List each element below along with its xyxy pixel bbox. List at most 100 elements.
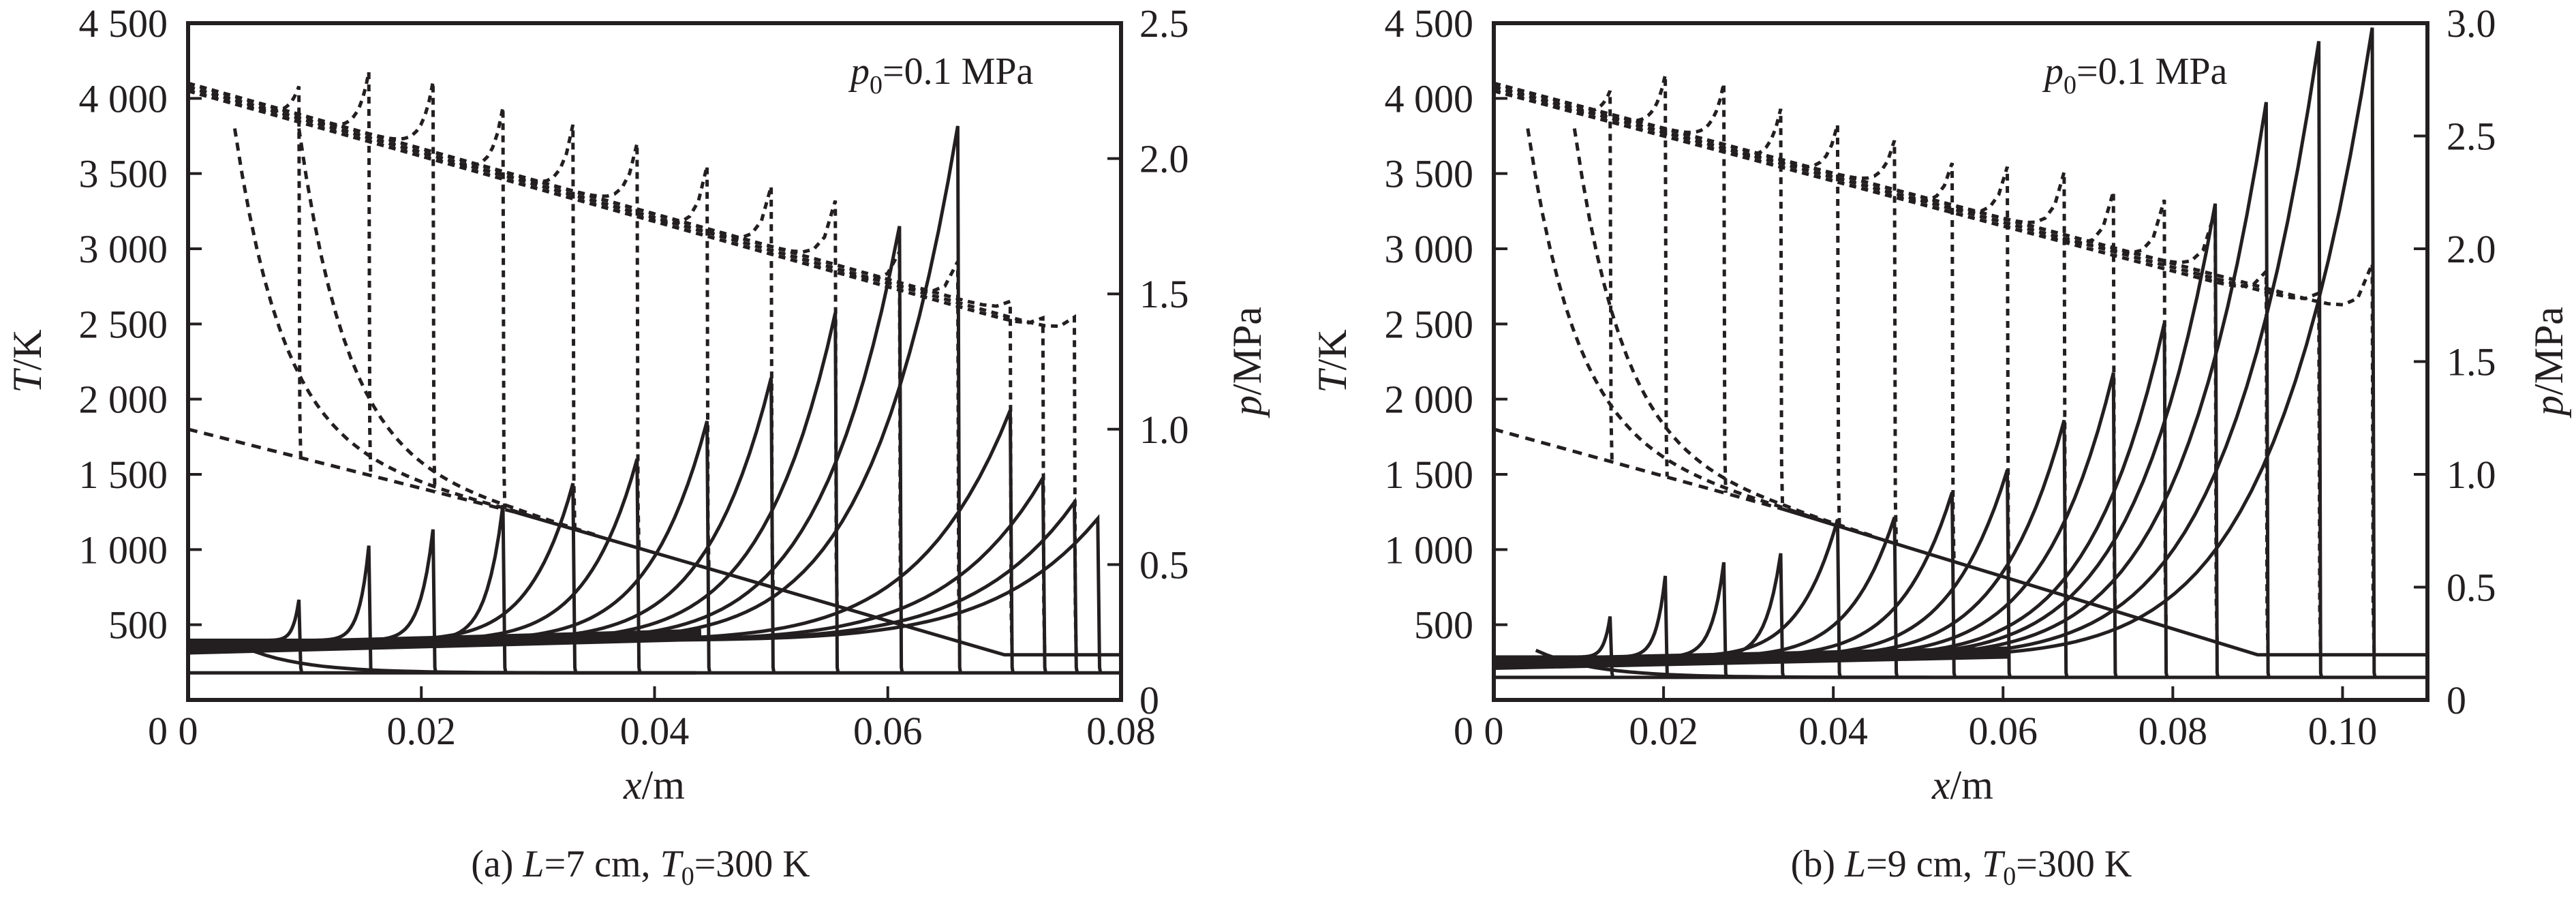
x-tick-label: 0.06: [1969, 709, 2038, 753]
y-right-tick-label: 0.5: [2447, 566, 2496, 610]
pressure-profile-line: [188, 312, 840, 673]
temperature-profile-line: [187, 81, 1014, 655]
y-left-tick-label: 1 000: [79, 528, 168, 572]
caption-L-symbol: L: [522, 843, 544, 885]
y-left-tick-label: 0: [148, 709, 168, 753]
y-axis-label-left-a: T/K: [5, 329, 50, 393]
x-tick-label: 0.10: [2308, 709, 2378, 753]
initial-temperature-dashed: [187, 427, 515, 514]
y-axis-label-right-a: p/MPa: [1225, 307, 1270, 418]
temperature-profile-line: [1493, 89, 1785, 509]
panel-b: 0 0.02 0.04 0.06 0.08 0.10 0 500 1 000 1 500 2 000…: [1310, 1, 2571, 891]
plot-frame-a: [186, 21, 1123, 702]
y-left-tick-label: 500: [108, 603, 168, 647]
initial-temperature-dashed: [1493, 427, 1783, 511]
x-label-unit: /m: [1950, 763, 1993, 808]
annotation-text: =0.1 MPa: [2076, 50, 2228, 93]
y-left-tick-label: 1 500: [79, 453, 168, 497]
y-right-label-symbol: p: [2526, 395, 2571, 418]
pressure-band: [187, 628, 702, 655]
annotation-text: =0.1 MPa: [883, 50, 1034, 93]
y-left-tick-label: 3 000: [79, 227, 168, 271]
y-right-tick-label: 1.5: [2447, 340, 2496, 384]
x-label-symbol: x: [1931, 763, 1950, 808]
y-left-tick-label: 2 500: [79, 302, 168, 346]
annotation-a: p0=0.1 MPa: [848, 50, 1034, 100]
x-tick-label: 0.04: [1798, 709, 1868, 753]
y-left-tick-label: 3 500: [1385, 152, 1474, 196]
x-tick-label: 0.08: [2138, 709, 2208, 753]
temperature-profile-line: [1493, 89, 2270, 655]
y-right-label-symbol: p: [1225, 395, 1270, 418]
plot-frame-b: [1492, 21, 2429, 702]
y-left-tick-label: 4 000: [1385, 76, 1474, 121]
caption-T-subscript: 0: [681, 862, 694, 891]
y-left-tick-label: 4 500: [1385, 1, 1474, 46]
x-tick-label: 0.04: [620, 709, 690, 753]
y-right-tick-label: 1.0: [1139, 408, 1189, 452]
curves-b: [1493, 27, 2427, 679]
temperature-profile-line: [1493, 81, 2219, 642]
y-right-tick-label: 3.0: [2447, 1, 2496, 46]
y-left-tick-label: 4 500: [79, 1, 168, 46]
temperature-profile-line: [187, 89, 507, 509]
y-left-tick-label: 1 500: [1385, 453, 1474, 497]
y-left-tick-label: 0: [1454, 709, 1473, 753]
annotation-symbol: p: [848, 50, 870, 93]
x-tick-label: 0.06: [853, 709, 923, 753]
y-left-tick-label: 500: [1414, 603, 1473, 647]
caption-T-value: =300 K: [2016, 843, 2132, 885]
temperature-profile-line: [232, 128, 534, 519]
caption-T-subscript: 0: [2003, 862, 2016, 891]
caption-b: (b) L=9 cm, T0=300 K: [1791, 843, 2132, 891]
y-right-tick-label: 1.5: [1139, 272, 1189, 316]
y-right-tick-label: 1.0: [2447, 453, 2496, 497]
ticks-b: 0 0.02 0.04 0.06 0.08 0.10 0 500 1 000 1 500 2 000…: [1385, 1, 2496, 753]
temperature-profile-line: [187, 89, 1047, 655]
pressure-band: [1493, 646, 2008, 670]
caption-prefix: (a): [471, 843, 523, 885]
annotation-b: p0=0.1 MPa: [2042, 50, 2228, 100]
y-axis-label-right-b: p/MPa: [2526, 307, 2571, 418]
temperature-profile-line: [297, 128, 598, 537]
annotation-symbol: p: [2042, 50, 2064, 93]
annotation-subscript: 0: [2064, 71, 2076, 100]
y-right-tick-label: 0: [1139, 678, 1159, 722]
pressure-profile-line: [188, 599, 304, 673]
x-tick-label: 0.02: [387, 709, 457, 753]
x-axis-label-b: x/m: [1931, 763, 1993, 808]
temperature-profile-line: [187, 72, 373, 476]
caption-L-value: =9 cm,: [1866, 843, 1982, 885]
y-right-tick-label: 0.5: [1139, 543, 1189, 587]
y-left-tick-label: 1 000: [1385, 528, 1474, 572]
pressure-profile-line: [188, 226, 904, 673]
temperature-profile-line: [1493, 74, 1669, 477]
caption-L-symbol: L: [1844, 843, 1866, 885]
temperature-profile-line: [187, 85, 775, 587]
y-left-tick-label: 3 000: [1385, 227, 1474, 271]
y-axis-label-left-b: T/K: [1310, 329, 1355, 393]
x-tick-label: 0: [179, 709, 198, 753]
pressure-profile-line: [1494, 41, 2324, 678]
y-right-tick-label: 2.0: [1139, 137, 1189, 181]
temperature-profile-line: [1526, 128, 1827, 524]
y-left-tick-label: 2 500: [1385, 302, 1474, 346]
caption-a: (a) L=7 cm, T0=300 K: [471, 843, 810, 891]
temperature-profile-line: [1493, 81, 2376, 655]
temperature-profile-line: [187, 81, 437, 491]
x-axis-label-a: x/m: [623, 763, 685, 808]
y-left-label-symbol: T: [1310, 368, 1355, 393]
y-right-tick-label: 2.0: [2447, 227, 2496, 271]
caption-prefix: (b): [1791, 843, 1845, 885]
y-left-label-symbol: T: [5, 368, 50, 393]
temperature-profile-line: [1493, 85, 2011, 579]
x-tick-label: 0: [1484, 709, 1504, 753]
annotation-subscript: 0: [870, 71, 883, 100]
temperature-profile-line: [1493, 89, 1614, 461]
temperature-profile-line: [1493, 85, 2322, 655]
x-tick-label: 0.08: [1086, 709, 1156, 753]
temperature-profile-line: [187, 85, 1078, 655]
caption-L-value: =7 cm,: [545, 843, 660, 885]
